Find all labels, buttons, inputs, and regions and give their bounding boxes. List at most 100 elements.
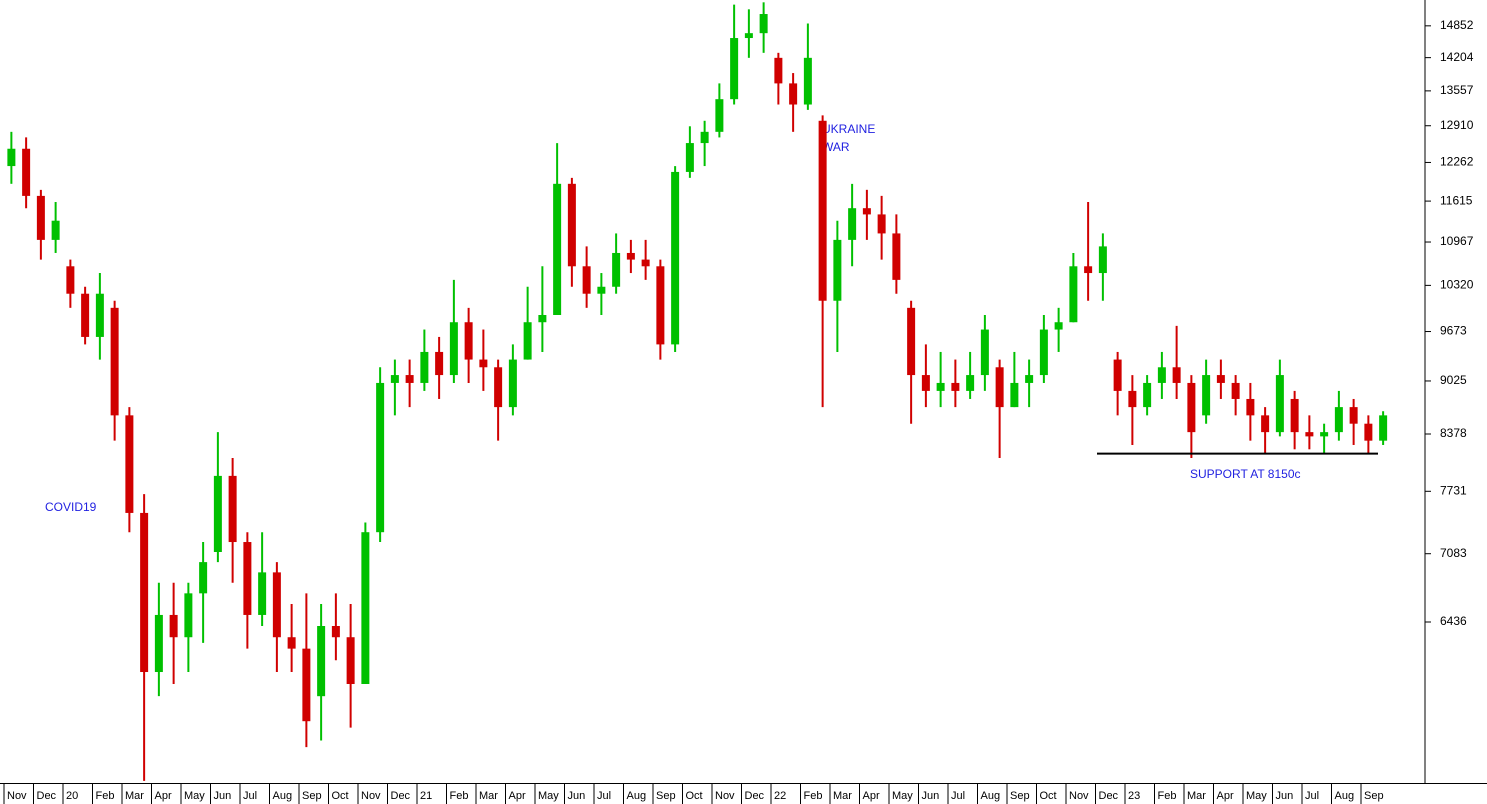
candle-body bbox=[848, 208, 857, 240]
candle-body bbox=[759, 14, 768, 34]
x-tick-label: Aug bbox=[981, 790, 1001, 802]
x-tick-label: Dec bbox=[745, 790, 765, 802]
candle-body bbox=[464, 322, 473, 360]
annotation: UKRAINE bbox=[822, 122, 875, 136]
candle-body bbox=[1320, 432, 1329, 437]
candle-body bbox=[744, 33, 753, 39]
x-tick-label: May bbox=[184, 790, 205, 802]
x-tick-label: Oct bbox=[1040, 790, 1057, 802]
candle-body bbox=[376, 382, 385, 533]
candle-body bbox=[818, 120, 827, 301]
x-tick-label: Nov bbox=[1069, 790, 1089, 802]
candle-body bbox=[803, 57, 812, 105]
candle-body bbox=[936, 382, 945, 391]
candle-body bbox=[435, 351, 444, 376]
candle-body bbox=[626, 252, 635, 260]
x-tick-label: May bbox=[538, 790, 559, 802]
candle-body bbox=[184, 593, 193, 638]
candle-body bbox=[1113, 359, 1122, 391]
candle-body bbox=[390, 375, 399, 383]
candle-body bbox=[154, 614, 163, 673]
candle-body bbox=[51, 220, 60, 240]
candle-body bbox=[715, 99, 724, 132]
candle-body bbox=[1039, 329, 1048, 376]
y-tick-label: 9025 bbox=[1440, 373, 1467, 387]
x-tick-label: Jun bbox=[922, 790, 940, 802]
candle-body bbox=[1143, 382, 1152, 408]
annotation: WAR bbox=[822, 140, 850, 154]
x-tick-label: Jul bbox=[951, 790, 965, 802]
candle-body bbox=[66, 266, 75, 294]
x-tick-label: Mar bbox=[479, 790, 498, 802]
candle-body bbox=[671, 171, 680, 345]
candle-body bbox=[1334, 407, 1343, 433]
candle-body bbox=[582, 266, 591, 294]
candle-body bbox=[508, 359, 517, 408]
candle-body bbox=[494, 367, 503, 408]
candle-body bbox=[1128, 390, 1137, 408]
candle-body bbox=[730, 38, 739, 100]
candle-body bbox=[95, 293, 104, 337]
candle-body bbox=[1231, 382, 1240, 399]
x-tick-label: Apr bbox=[509, 790, 526, 802]
candle-body bbox=[1069, 266, 1078, 323]
x-tick-label: Jul bbox=[597, 790, 611, 802]
x-tick-label: Apr bbox=[155, 790, 172, 802]
candle-body bbox=[980, 329, 989, 376]
candle-body bbox=[1010, 382, 1019, 408]
x-tick-label: Aug bbox=[627, 790, 647, 802]
candle-body bbox=[907, 307, 916, 376]
x-tick-label: Sep bbox=[1364, 790, 1384, 802]
x-tick-label: Jun bbox=[1276, 790, 1294, 802]
x-tick-label: Feb bbox=[804, 790, 823, 802]
candle-body bbox=[833, 239, 842, 301]
x-tick-label: Mar bbox=[1187, 790, 1206, 802]
candle-body bbox=[1261, 415, 1270, 433]
candle-body bbox=[612, 252, 621, 287]
candle-body bbox=[1349, 407, 1358, 424]
candle-body bbox=[1379, 415, 1388, 441]
y-tick-label: 12262 bbox=[1440, 155, 1474, 169]
x-tick-label: Jul bbox=[1305, 790, 1319, 802]
y-tick-label: 14204 bbox=[1440, 50, 1474, 64]
candle-body bbox=[892, 233, 901, 280]
y-tick-label: 10320 bbox=[1440, 278, 1474, 292]
x-tick-label: Dec bbox=[37, 790, 57, 802]
x-tick-label: 20 bbox=[66, 790, 78, 802]
candle-body bbox=[774, 57, 783, 84]
candle-body bbox=[213, 475, 222, 553]
candle-body bbox=[538, 314, 547, 323]
x-tick-label: Jun bbox=[568, 790, 586, 802]
candle-body bbox=[1275, 375, 1284, 433]
candle-body bbox=[1290, 398, 1299, 433]
x-tick-label: Aug bbox=[273, 790, 293, 802]
x-tick-label: Dec bbox=[1099, 790, 1119, 802]
candle-body bbox=[1157, 367, 1166, 383]
candle-body bbox=[405, 375, 414, 383]
candle-body bbox=[862, 208, 871, 215]
candle-body bbox=[685, 143, 694, 172]
x-tick-label: Feb bbox=[1158, 790, 1177, 802]
x-tick-label: Jul bbox=[243, 790, 257, 802]
candle-body bbox=[1246, 398, 1255, 416]
annotation: SUPPORT AT 8150c bbox=[1190, 467, 1301, 481]
candle-body bbox=[995, 367, 1004, 408]
candle-body bbox=[1364, 423, 1373, 441]
candle-body bbox=[641, 259, 650, 267]
annotation: COVID19 bbox=[45, 500, 97, 514]
candle-body bbox=[140, 512, 149, 673]
candle-body bbox=[228, 475, 237, 543]
x-tick-label: Nov bbox=[7, 790, 27, 802]
x-tick-label: Sep bbox=[1010, 790, 1030, 802]
x-tick-label: Feb bbox=[96, 790, 115, 802]
x-tick-label: Nov bbox=[715, 790, 735, 802]
candle-body bbox=[110, 307, 119, 416]
x-tick-label: 23 bbox=[1128, 790, 1140, 802]
candle-body bbox=[1084, 266, 1093, 274]
candle-body bbox=[597, 286, 606, 294]
candle-body bbox=[317, 626, 326, 697]
x-tick-label: Sep bbox=[656, 790, 676, 802]
x-tick-label: Dec bbox=[391, 790, 411, 802]
candle-body bbox=[921, 375, 930, 391]
candle-body bbox=[1187, 382, 1196, 433]
